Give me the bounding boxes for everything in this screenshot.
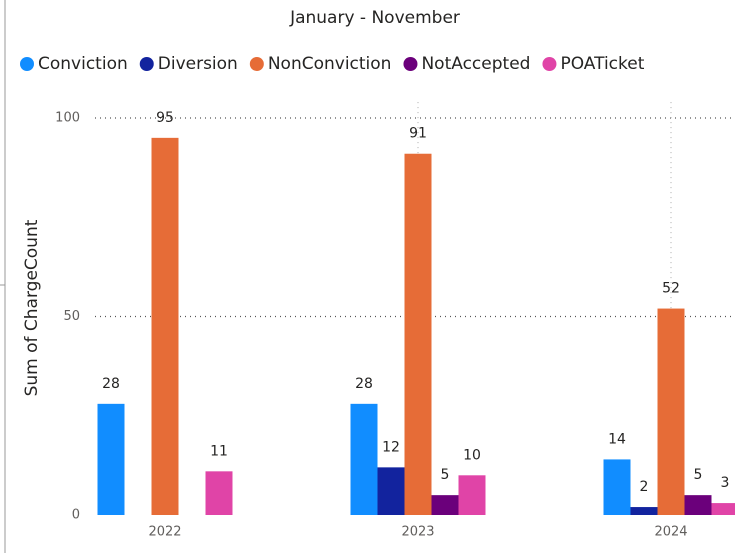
legend-label: POATicket [560, 54, 644, 74]
bar [97, 403, 125, 515]
bar [404, 153, 432, 516]
bar [711, 503, 735, 515]
data-label: 28 [355, 376, 373, 392]
y-tick-label: 50 [63, 309, 80, 324]
legend-label: Conviction [38, 54, 128, 74]
y-tick-label: 0 [72, 508, 80, 523]
legend-label: Diversion [158, 54, 238, 74]
legend-marker [249, 57, 264, 71]
x-tick-label: 2024 [654, 525, 687, 540]
data-label: 2 [640, 479, 649, 495]
bar [603, 459, 631, 515]
bar [205, 471, 233, 515]
data-label: 5 [441, 467, 450, 483]
data-label: 12 [382, 439, 400, 455]
bar [377, 467, 405, 515]
bar [684, 495, 712, 515]
bar [431, 495, 459, 515]
legend-marker [403, 57, 418, 71]
chart-title: January - November [289, 8, 460, 28]
legend-label: NonConviction [268, 54, 392, 74]
legend-marker [20, 57, 34, 71]
data-label: 14 [608, 431, 626, 447]
bar [458, 475, 486, 515]
x-tick-label: 2023 [401, 525, 434, 540]
data-label: 52 [662, 281, 680, 297]
bar [630, 507, 658, 515]
data-label: 95 [156, 110, 174, 126]
y-tick-label: 100 [55, 111, 80, 126]
bar [151, 137, 179, 515]
data-label: 28 [102, 376, 120, 392]
data-label: 5 [694, 467, 703, 483]
y-axis-label: Sum of ChargeCount [22, 219, 42, 396]
legend-marker [139, 57, 154, 71]
data-label: 3 [721, 475, 730, 491]
bar [657, 308, 685, 515]
legend-marker [542, 57, 557, 71]
data-label: 10 [463, 447, 481, 463]
data-label: 11 [210, 443, 228, 459]
bar [350, 403, 378, 515]
data-label: 91 [409, 126, 427, 142]
legend-label: NotAccepted [421, 54, 530, 74]
x-tick-label: 2022 [148, 525, 181, 540]
